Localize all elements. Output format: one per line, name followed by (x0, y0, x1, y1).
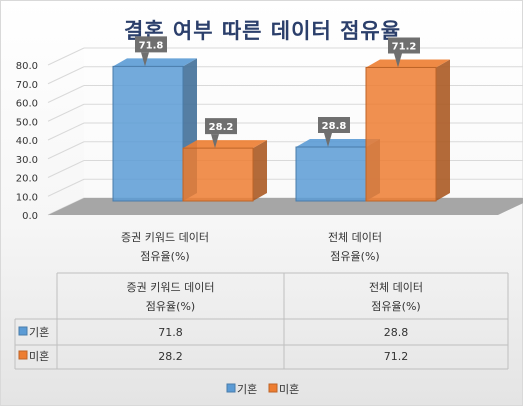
bar-top-0-0 (113, 58, 197, 67)
legend-entry: 기혼 (237, 383, 257, 396)
data-label-box (388, 37, 420, 54)
category-label: 점유율(%) (330, 250, 379, 263)
chart-title: 결혼 여부 따른 데이터 점유율 (123, 19, 402, 43)
bar-1-0 (295, 146, 367, 202)
table-series-name: 기혼 (29, 326, 49, 339)
y-tick-label: 20.0 (16, 174, 38, 185)
table-header: 전체 데이터 (369, 281, 423, 294)
data-label-pointer (324, 133, 332, 147)
table-legend-key (18, 350, 28, 360)
table-cell: 28.2 (158, 350, 183, 363)
gridline-depth (47, 85, 85, 103)
data-label-box (205, 118, 237, 135)
bar-top-1-1 (366, 59, 450, 68)
y-tick-label: 80.0 (16, 61, 38, 72)
y-tick-label: 30.0 (16, 155, 38, 166)
bar-side-1-1 (436, 59, 450, 201)
data-label-pointer (394, 53, 402, 68)
data-label-pointer (211, 134, 219, 149)
data-label: 28.2 (209, 122, 234, 133)
bar-1-1 (365, 67, 437, 202)
table-header: 점유율(%) (371, 300, 420, 313)
bar-side-0-1 (253, 140, 267, 201)
legend-key (226, 383, 236, 393)
gridline-depth (47, 47, 85, 66)
data-label: 71.2 (392, 42, 417, 53)
data-label-box (135, 36, 167, 53)
data-label-box (318, 117, 350, 133)
gridline-depth (47, 103, 85, 122)
floor (48, 198, 523, 215)
bar-top-0-1 (183, 140, 267, 149)
data-label-pointer (141, 52, 149, 67)
data-label: 71.8 (139, 40, 164, 51)
legend-key (268, 383, 278, 393)
gridline-depth (47, 66, 85, 85)
y-tick-label: 0.0 (22, 211, 38, 222)
table-cell: 71.2 (384, 350, 409, 363)
table-header: 점유율(%) (146, 300, 195, 313)
y-tick-label: 10.0 (16, 192, 38, 203)
y-tick-label: 40.0 (16, 136, 38, 147)
table-legend-key (18, 326, 28, 336)
category-label: 증권 키워드 데이터 (121, 231, 209, 244)
data-label: 28.8 (322, 121, 347, 132)
gridline-depth (47, 141, 85, 160)
y-tick-label: 60.0 (16, 99, 38, 110)
y-tick-label: 70.0 (16, 80, 38, 91)
table-header: 증권 키워드 데이터 (127, 281, 215, 294)
gridline-depth (47, 160, 85, 178)
legend-entry: 미혼 (279, 383, 299, 396)
table-cell: 71.8 (158, 326, 183, 339)
bar-top-1-0 (296, 139, 380, 147)
y-tick-label: 50.0 (16, 117, 38, 128)
category-label: 전체 데이터 (328, 231, 382, 244)
bar-0-1 (182, 147, 254, 202)
category-label: 점유율(%) (140, 250, 189, 263)
table-series-name: 미혼 (29, 350, 49, 363)
table-cell: 28.8 (384, 326, 409, 339)
gridline-depth (47, 122, 85, 141)
gridline-depth (47, 178, 85, 197)
bar-0-0 (112, 65, 184, 202)
